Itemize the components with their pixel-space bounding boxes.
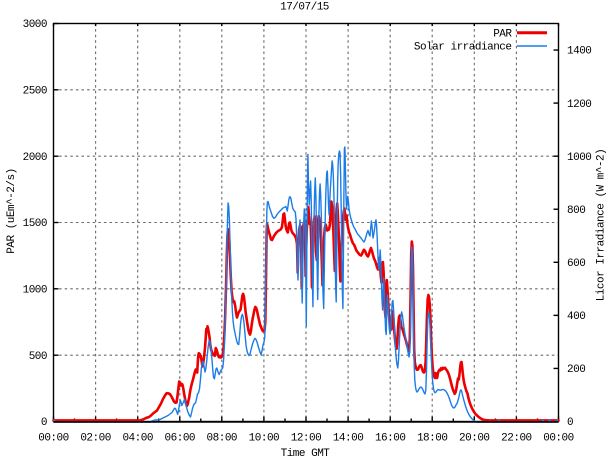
- svg-text:0: 0: [41, 417, 47, 429]
- svg-text:08:00: 08:00: [207, 433, 238, 445]
- svg-text:18:00: 18:00: [417, 433, 448, 445]
- svg-text:800: 800: [567, 205, 585, 217]
- svg-text:20:00: 20:00: [459, 433, 490, 445]
- svg-text:Time GMT: Time GMT: [281, 448, 331, 459]
- svg-text:2500: 2500: [23, 86, 47, 98]
- svg-text:400: 400: [567, 311, 585, 323]
- svg-text:04:00: 04:00: [122, 433, 153, 445]
- svg-text:1500: 1500: [23, 218, 47, 230]
- svg-text:17/07/15: 17/07/15: [280, 2, 329, 14]
- svg-text:2000: 2000: [23, 152, 47, 164]
- svg-text:16:00: 16:00: [375, 433, 406, 445]
- svg-text:200: 200: [567, 364, 585, 376]
- svg-text:1000: 1000: [567, 152, 591, 164]
- svg-text:PAR: PAR: [493, 29, 512, 41]
- svg-text:22:00: 22:00: [501, 433, 532, 445]
- svg-text:00:00: 00:00: [38, 433, 69, 445]
- svg-text:02:00: 02:00: [80, 433, 111, 445]
- svg-text:12:00: 12:00: [291, 433, 322, 445]
- svg-text:1200: 1200: [567, 99, 591, 111]
- svg-text:06:00: 06:00: [165, 433, 196, 445]
- svg-text:600: 600: [567, 258, 585, 270]
- svg-text:14:00: 14:00: [333, 433, 364, 445]
- svg-text:3000: 3000: [23, 19, 47, 31]
- svg-text:500: 500: [29, 351, 47, 363]
- svg-text:Licor Irradiance (W m^-2): Licor Irradiance (W m^-2): [596, 149, 608, 302]
- svg-text:1000: 1000: [23, 285, 47, 297]
- svg-text:00:00: 00:00: [543, 433, 574, 445]
- svg-text:Solar irradiance: Solar irradiance: [414, 42, 512, 54]
- svg-text:0: 0: [567, 417, 573, 429]
- svg-text:1400: 1400: [567, 46, 591, 58]
- svg-text:10:00: 10:00: [249, 433, 280, 445]
- svg-text:PAR (uEm^-2/s): PAR (uEm^-2/s): [6, 168, 18, 253]
